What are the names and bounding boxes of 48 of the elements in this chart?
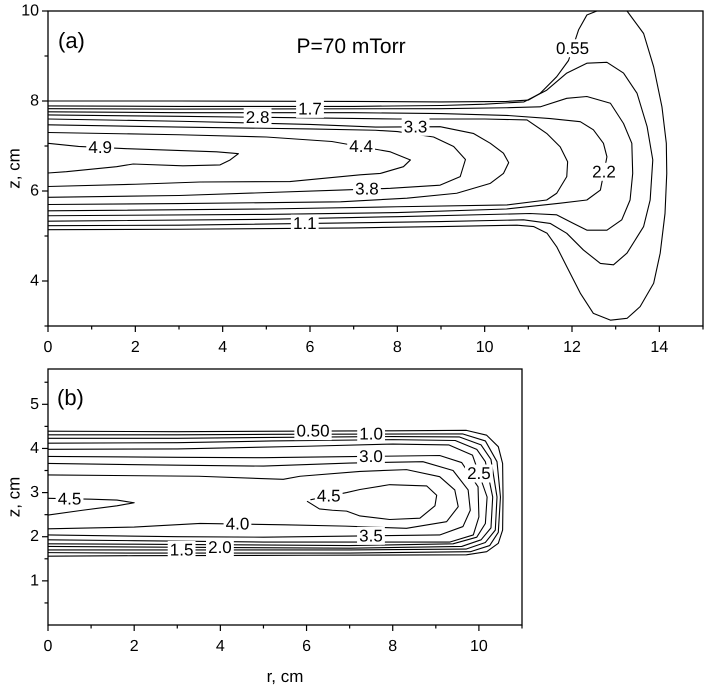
series-label: 4.9 <box>88 138 112 157</box>
x-tick-label: 10 <box>470 638 488 655</box>
y-tick-label: 2 <box>30 528 40 546</box>
series-label: 2.2 <box>592 162 616 182</box>
series-label: 4.0 <box>226 514 250 534</box>
x-tick-label: 4 <box>218 339 228 356</box>
x-tick-label: 8 <box>392 339 402 356</box>
y-tick-label: 4 <box>30 440 40 457</box>
x-tick-label: 0 <box>44 339 53 356</box>
y-tick-label: 1 <box>30 572 40 590</box>
y-tick-label: 6 <box>30 182 40 200</box>
x-tick-label: 10 <box>476 339 494 356</box>
y-tick-label: 10 <box>21 2 40 20</box>
annotation: P=70 mTorr <box>296 35 406 58</box>
x-axis-title: r, cm <box>266 667 304 686</box>
y-axis-title: z, cm <box>4 476 24 518</box>
series-label: 3.5 <box>359 526 383 546</box>
annotation: (b) <box>57 385 84 410</box>
x-tick-label: 6 <box>306 339 315 356</box>
series-label: 4.5 <box>316 486 341 506</box>
y-tick-label: 3 <box>30 484 40 502</box>
x-tick-label: 12 <box>563 339 581 356</box>
series-label: 3.0 <box>359 446 383 466</box>
y-tick-label: 4 <box>30 272 40 290</box>
x-tick-label: 14 <box>650 339 668 356</box>
series-label: 3.8 <box>355 180 379 199</box>
series-label: 1.5 <box>170 540 194 560</box>
series-label: 1.0 <box>359 424 383 444</box>
series-label: 1.7 <box>298 99 322 118</box>
series-label: 1.1 <box>292 214 317 233</box>
series-label: 2.8 <box>246 108 270 127</box>
series-label: 3.3 <box>404 117 428 136</box>
x-tick-label: 4 <box>216 638 225 655</box>
series-label: 2.5 <box>467 464 491 484</box>
annotation: (a) <box>58 28 85 53</box>
series-label: 0.50 <box>296 422 330 441</box>
series-label: 4.4 <box>349 137 373 156</box>
y-axis-title: z, cm <box>4 148 24 189</box>
x-tick-label: 2 <box>130 638 139 655</box>
x-tick-label: 0 <box>44 638 53 655</box>
series-label: 0.55 <box>556 38 590 58</box>
y-tick-label: 5 <box>30 396 40 413</box>
series-label: 4.5 <box>58 489 82 508</box>
x-tick-label: 8 <box>388 638 398 655</box>
series-label: 2.0 <box>208 538 232 557</box>
y-tick-label: 8 <box>30 92 40 110</box>
x-tick-label: 2 <box>130 339 140 356</box>
x-tick-label: 6 <box>302 638 312 655</box>
